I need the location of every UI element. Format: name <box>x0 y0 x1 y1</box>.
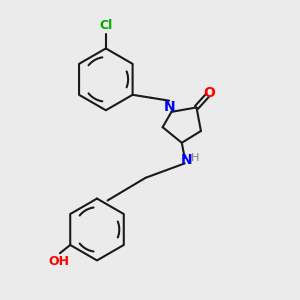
Text: N: N <box>181 153 192 166</box>
Text: O: O <box>203 86 215 100</box>
Text: N: N <box>164 100 175 115</box>
Text: OH: OH <box>48 255 69 268</box>
Text: H: H <box>191 153 199 164</box>
Text: Cl: Cl <box>99 19 112 32</box>
